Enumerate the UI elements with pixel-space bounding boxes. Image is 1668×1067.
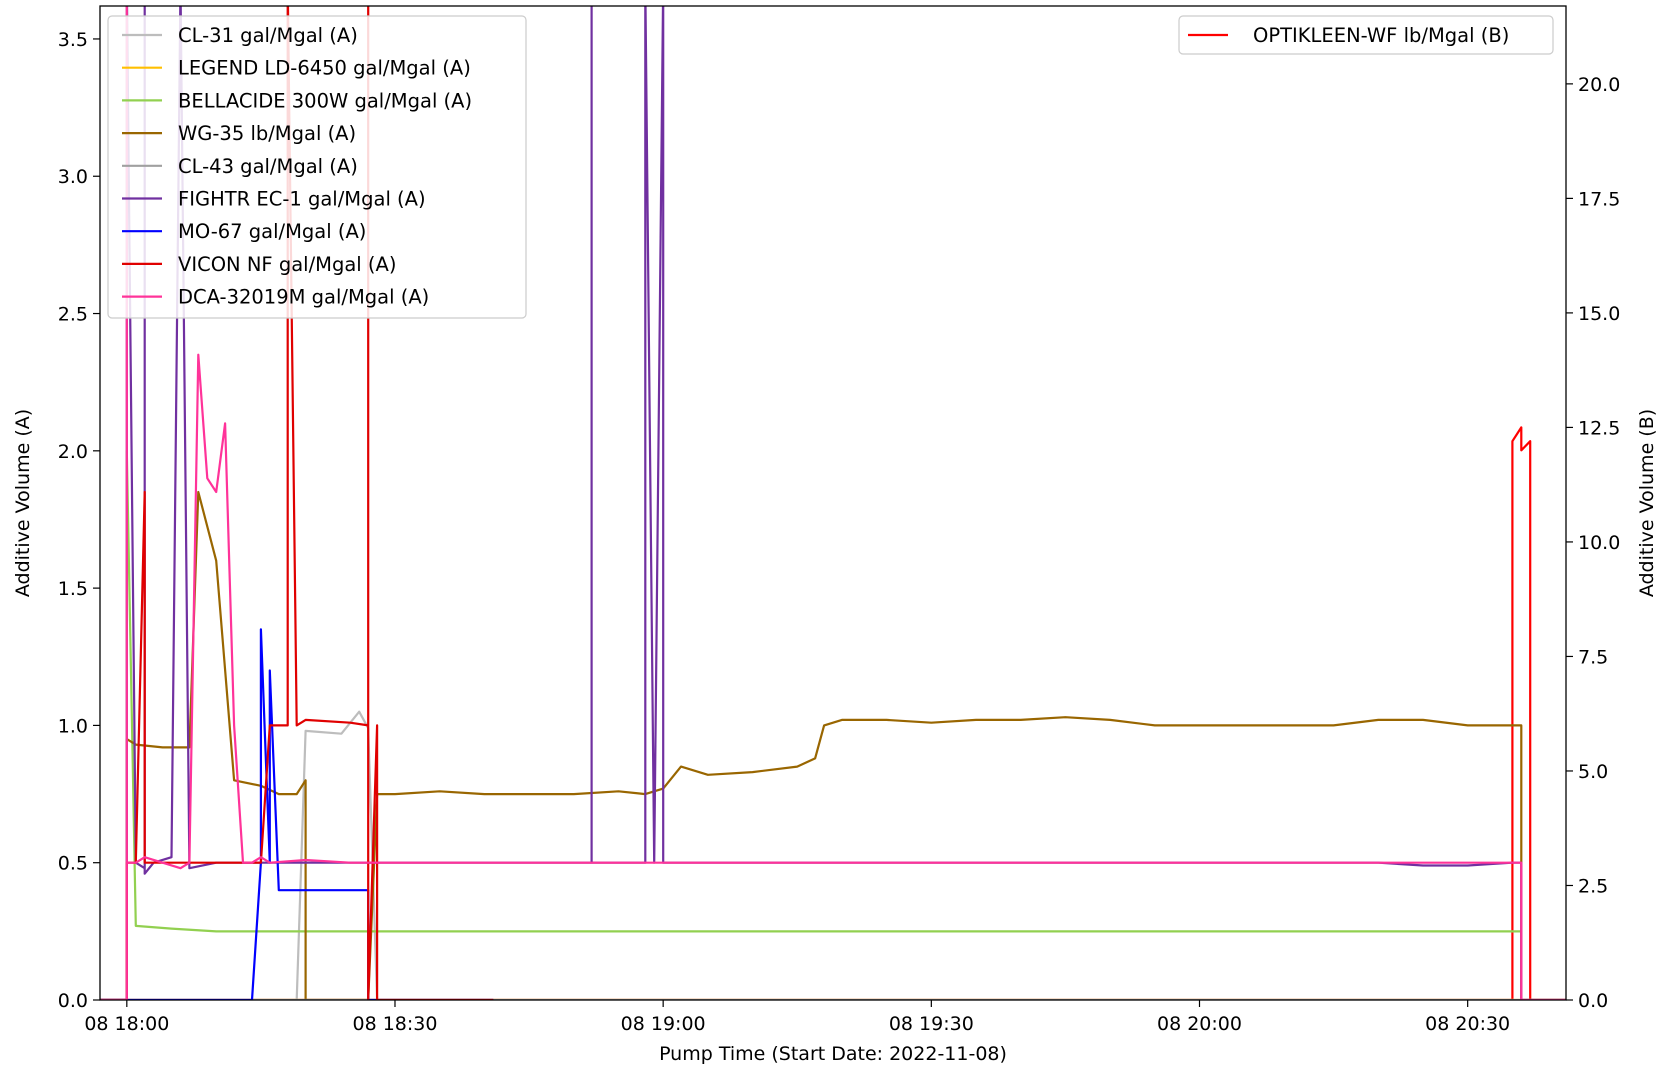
series-line-bellacide-300w-gal-mgal-a [100,449,1566,1000]
legend-left-frame [107,15,527,319]
y-right-tick-label: 10.0 [1578,532,1620,554]
legend-label-optikleen-wf-lb-mgal-b: OPTIKLEEN-WF lb/Mgal (B) [1253,24,1509,47]
y-axis-right: 0.0 2.5 5.0 7.5 10.0 12.5 15.0 17.5 20.0 [1566,74,1620,1012]
legend-label-wg-35-lb-mgal-a: WG-35 lb/Mgal (A) [178,122,356,145]
y-axis-label-right: Additive Volume (B) [1636,409,1658,597]
legend-label-cl-43-gal-mgal-a: CL-43 gal/Mgal (A) [178,155,358,178]
y-right-tick-label: 15.0 [1578,303,1620,325]
y-right-tick-label: 5.0 [1578,761,1608,783]
legend-right-frame [1178,15,1554,55]
legend-label-cl-31-gal-mgal-a: CL-31 gal/Mgal (A) [178,24,358,47]
y-right-tick-label: 20.0 [1578,74,1620,96]
y-left-tick-label: 0.0 [58,990,88,1012]
x-tick-label: 08 20:00 [1157,1013,1242,1035]
x-axis: 08 18:00 08 18:30 08 19:00 08 19:30 08 20:00… [84,1000,1510,1035]
series-line-dca-32019m-gal-mgal-a [100,6,1566,1000]
y-axis-left: 0.0 0.5 1.0 1.5 2.0 2.5 3.0 3.5 [58,29,100,1012]
y-left-tick-label: 1.5 [58,578,88,600]
y-left-tick-label: 0.5 [58,853,88,875]
y-right-tick-label: 0.0 [1578,990,1608,1012]
y-right-tick-label: 7.5 [1578,646,1608,668]
legend-label-fightr-ec-1-gal-mgal-a: FIGHTR EC-1 gal/Mgal (A) [178,188,426,211]
y-left-tick-label: 1.0 [58,715,88,737]
legend-label-legend-ld-6450-gal-mgal-a: LEGEND LD-6450 gal/Mgal (A) [178,57,471,80]
legend-right: OPTIKLEEN-WF lb/Mgal (B) [1178,15,1554,55]
y-left-tick-label: 3.5 [58,29,88,51]
plot-frame [99,5,1567,1001]
x-tick-label: 08 18:00 [84,1013,169,1035]
y-left-tick-label: 2.0 [58,441,88,463]
y-left-tick-label: 2.5 [58,304,88,326]
y-axis-label-left: Additive Volume (A) [12,409,34,597]
legend-label-mo-67-gal-mgal-a: MO-67 gal/Mgal (A) [178,220,366,243]
legend-label-dca-32019m-gal-mgal-a: DCA-32019M gal/Mgal (A) [178,286,429,309]
y-right-tick-label: 12.5 [1578,417,1620,439]
y-left-tick-label: 3.0 [58,166,88,188]
legend-label-bellacide-300w-gal-mgal-a: BELLACIDE 300W gal/Mgal (A) [178,89,472,112]
legend-left: CL-31 gal/Mgal (A) LEGEND LD-6450 gal/Mga… [107,15,527,319]
y-right-tick-label: 2.5 [1578,875,1608,897]
y-right-tick-label: 17.5 [1578,188,1620,210]
x-axis-label: Pump Time (Start Date: 2022-11-08) [659,1043,1007,1065]
x-tick-label: 08 18:30 [352,1013,437,1035]
legend-label-vicon-nf-gal-mgal-a: VICON NF gal/Mgal (A) [178,253,396,276]
x-tick-label: 08 19:00 [621,1013,706,1035]
x-tick-label: 08 20:30 [1425,1013,1510,1035]
series-line-optikleen-wf-lb-mgal-b [100,426,1566,1000]
x-tick-label: 08 19:30 [889,1013,974,1035]
